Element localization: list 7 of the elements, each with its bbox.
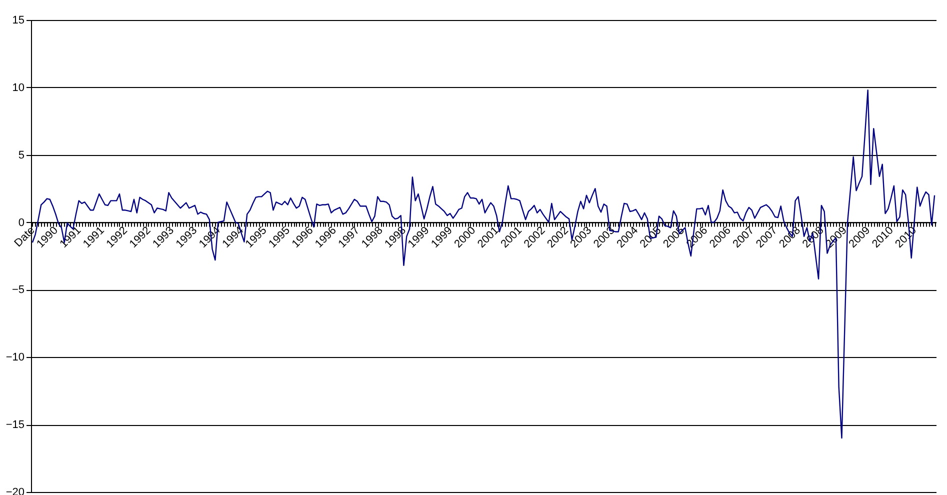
y-tick-label: −5 bbox=[12, 284, 24, 296]
y-tick-label: −15 bbox=[6, 419, 24, 432]
y-tick-label: 10 bbox=[12, 82, 24, 94]
y-tick-label: 5 bbox=[18, 149, 24, 162]
y-tick-label: 15 bbox=[12, 14, 24, 26]
y-tick-label: −10 bbox=[6, 352, 24, 364]
y-tick-label: 0 bbox=[18, 216, 24, 229]
